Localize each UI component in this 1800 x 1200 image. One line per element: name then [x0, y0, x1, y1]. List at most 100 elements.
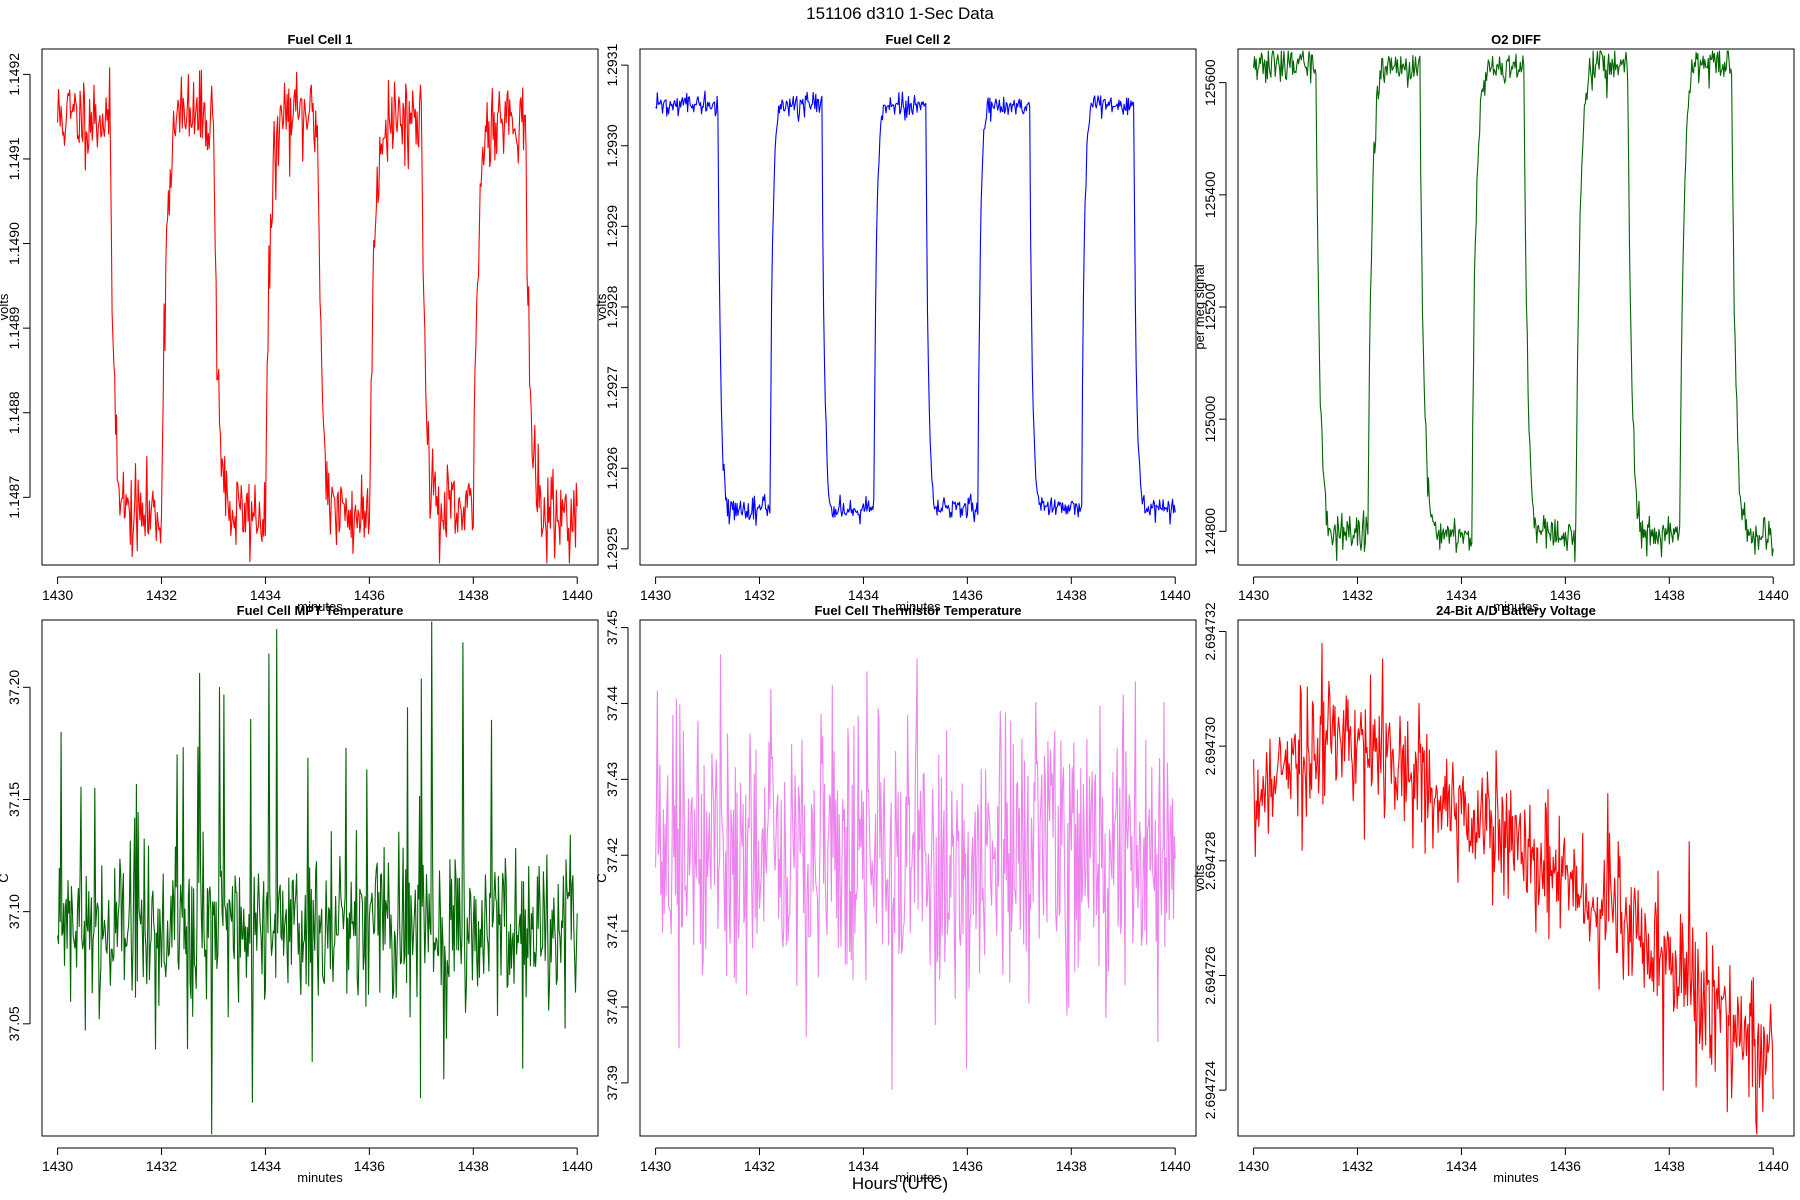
y-tick-label: 2.694730 — [1202, 717, 1218, 776]
panel-1: Fuel Cell 1 1430 1432 1434 1436 1438 1440 minut… — [0, 32, 599, 614]
y-tick-label: 37.05 — [6, 1006, 22, 1041]
y-tick-label: 124800 — [1202, 508, 1218, 555]
y-tick-label: 37.44 — [604, 686, 620, 721]
x-tick-label: 1432 — [744, 1158, 775, 1174]
x-tick-label: 1436 — [1550, 1158, 1581, 1174]
y-axis-label: volts — [0, 293, 11, 320]
x-tick-label: 1434 — [1446, 587, 1477, 603]
y-tick-label: 2.694724 — [1202, 1061, 1218, 1120]
y-axis-label: per meg signal — [1192, 264, 1207, 349]
plot-frame — [639, 48, 1197, 566]
x-tick-label: 1430 — [640, 1158, 671, 1174]
y-tick-label: 1.2931 — [604, 44, 620, 87]
panel-2: Fuel Cell 2 1430 1432 1434 1436 1438 1440 minut… — [594, 32, 1197, 614]
x-tick-label: 1432 — [146, 1158, 177, 1174]
x-tick-label: 1436 — [952, 587, 983, 603]
x-tick-label: 1432 — [146, 587, 177, 603]
x-tick-label: 1430 — [42, 587, 73, 603]
y-tick-label: 1.2926 — [604, 447, 620, 490]
y-tick-label: 1.1492 — [6, 53, 22, 96]
panel-title: 24-Bit A/D Battery Voltage — [1436, 603, 1596, 618]
series-line — [57, 621, 578, 1135]
panel-title: Fuel Cell MPT Temperature — [237, 603, 404, 618]
plot-frame — [41, 48, 599, 566]
panel-6: 24-Bit A/D Battery Voltage 1430 1432 1434 14… — [1192, 602, 1795, 1185]
panel-5: Fuel Cell Thermistor Temperature 1430 1432… — [594, 603, 1197, 1185]
y-tick-label: 1.2928 — [604, 285, 620, 328]
x-tick-label: 1430 — [42, 1158, 73, 1174]
y-tick-label: 37.15 — [6, 782, 22, 817]
y-tick-label: 1.1489 — [6, 307, 22, 350]
x-axis-label: minutes — [1493, 1170, 1539, 1185]
y-tick-label: 37.20 — [6, 670, 22, 705]
y-axis-label: C — [0, 873, 11, 882]
y-axis-label: volts — [1192, 864, 1207, 891]
x-tick-label: 1434 — [1446, 1158, 1477, 1174]
y-tick-label: 1.1488 — [6, 391, 22, 434]
y-tick-label: 37.41 — [604, 913, 620, 948]
x-tick-label: 1438 — [1654, 587, 1685, 603]
panel-title: Fuel Cell Thermistor Temperature — [814, 603, 1021, 618]
y-tick-label: 37.40 — [604, 989, 620, 1024]
x-axis-label: minutes — [1493, 599, 1539, 614]
x-tick-label: 1438 — [1056, 1158, 1087, 1174]
x-tick-label: 1440 — [562, 1158, 593, 1174]
panels: Fuel Cell 1 1430 1432 1434 1436 1438 1440 minut… — [0, 32, 1795, 1185]
x-tick-label: 1440 — [1160, 587, 1191, 603]
x-tick-label: 1432 — [744, 587, 775, 603]
x-tick-label: 1438 — [1654, 1158, 1685, 1174]
plot-frame — [639, 619, 1197, 1137]
x-tick-label: 1440 — [1758, 587, 1789, 603]
series-line — [655, 654, 1176, 1090]
y-tick-label: 125200 — [1202, 283, 1218, 330]
y-tick-label: 37.45 — [604, 610, 620, 645]
x-tick-label: 1436 — [952, 1158, 983, 1174]
series-line — [1253, 643, 1774, 1135]
y-tick-label: 125000 — [1202, 396, 1218, 443]
x-tick-label: 1438 — [1056, 587, 1087, 603]
panel-title: Fuel Cell 2 — [885, 32, 950, 47]
y-tick-label: 1.2927 — [604, 366, 620, 409]
y-tick-label: 125600 — [1202, 59, 1218, 106]
plot-frame — [41, 619, 599, 1137]
y-tick-label: 1.1487 — [6, 476, 22, 519]
y-tick-label: 1.2929 — [604, 205, 620, 248]
panel-title: O2 DIFF — [1491, 32, 1541, 47]
x-axis-label: minutes — [297, 599, 343, 614]
y-tick-label: 1.1491 — [6, 137, 22, 180]
x-tick-label: 1440 — [1160, 1158, 1191, 1174]
y-tick-label: 125400 — [1202, 171, 1218, 218]
x-axis-label: minutes — [895, 1170, 941, 1185]
y-tick-label: 37.39 — [604, 1065, 620, 1100]
x-tick-label: 1438 — [458, 587, 489, 603]
x-tick-label: 1440 — [562, 587, 593, 603]
x-tick-label: 1430 — [640, 587, 671, 603]
series-line — [57, 67, 578, 564]
y-tick-label: 37.10 — [6, 894, 22, 929]
y-tick-label: 2.694728 — [1202, 831, 1218, 890]
x-tick-label: 1436 — [354, 587, 385, 603]
y-tick-label: 37.43 — [604, 762, 620, 797]
y-tick-label: 2.694732 — [1202, 602, 1218, 661]
y-tick-label: 1.1490 — [6, 222, 22, 265]
panel-title: Fuel Cell 1 — [287, 32, 352, 47]
plot-frame — [1237, 48, 1795, 566]
series-line — [655, 90, 1176, 526]
x-tick-label: 1438 — [458, 1158, 489, 1174]
x-tick-label: 1434 — [848, 587, 879, 603]
x-tick-label: 1434 — [848, 1158, 879, 1174]
x-tick-label: 1432 — [1342, 587, 1373, 603]
x-tick-label: 1434 — [250, 587, 281, 603]
figure-title: 151106 d310 1-Sec Data — [806, 4, 994, 23]
y-axis-label: C — [594, 873, 609, 882]
x-tick-label: 1430 — [1238, 587, 1269, 603]
x-tick-label: 1430 — [1238, 1158, 1269, 1174]
x-tick-label: 1432 — [1342, 1158, 1373, 1174]
y-tick-label: 37.42 — [604, 838, 620, 873]
plot-frame — [1237, 619, 1795, 1137]
x-axis-label: minutes — [297, 1170, 343, 1185]
x-axis-label: minutes — [895, 599, 941, 614]
figure-xlabel: Hours (UTC) — [852, 1174, 948, 1193]
y-tick-label: 2.694726 — [1202, 946, 1218, 1005]
